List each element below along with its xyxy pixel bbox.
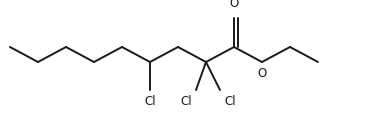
Text: Cl: Cl [180,95,192,108]
Text: Cl: Cl [224,95,236,108]
Text: O: O [257,67,267,80]
Text: Cl: Cl [144,95,156,108]
Text: O: O [229,0,239,10]
